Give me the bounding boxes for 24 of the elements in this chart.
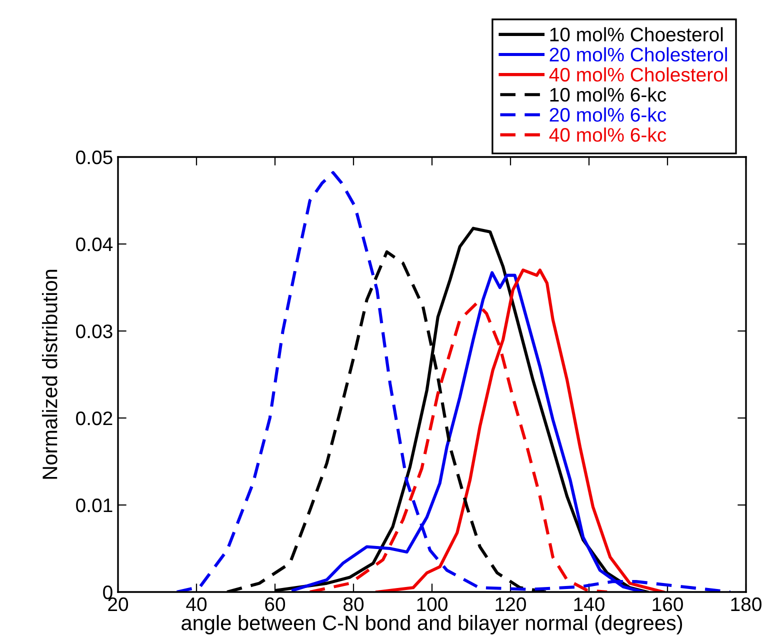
- y-tick-label: 0.05: [76, 150, 112, 164]
- legend-label: 10 mol% 6-kc: [550, 87, 666, 102]
- x-tick-label: 180: [731, 597, 762, 612]
- y-tick-label: 0.03: [76, 324, 112, 338]
- x-tick-label: 140: [574, 597, 604, 612]
- legend-label: 40 mol% 6-kc: [549, 128, 666, 142]
- y-tick-label: 0: [103, 585, 112, 600]
- legend-label: 40 mol% Cholesterol: [549, 67, 727, 82]
- y-tick-label: 0.02: [76, 411, 112, 426]
- x-tick-label: 100: [417, 597, 448, 612]
- x-axis-title: angle between C-N bond and bilayer normal (degrees): [182, 614, 682, 634]
- y-tick-label: 0.01: [76, 498, 112, 512]
- legend-label: 10 mol% Choesterol: [550, 27, 723, 42]
- x-tick-label: 120: [496, 597, 526, 612]
- x-tick-label: 40: [186, 597, 207, 612]
- y-axis-title: Normalized distribution: [42, 270, 58, 479]
- y-tick-label: 0.04: [76, 237, 113, 252]
- legend-label: 20 mol% Cholesterol: [550, 47, 727, 62]
- x-tick-label: 80: [344, 597, 364, 612]
- x-tick-label: 60: [265, 597, 286, 612]
- x-tick-label: 20: [108, 597, 128, 612]
- x-tick-label: 160: [652, 597, 683, 612]
- line-series: [175, 171, 732, 592]
- legend-label: 20 mol% 6-kc: [550, 107, 666, 122]
